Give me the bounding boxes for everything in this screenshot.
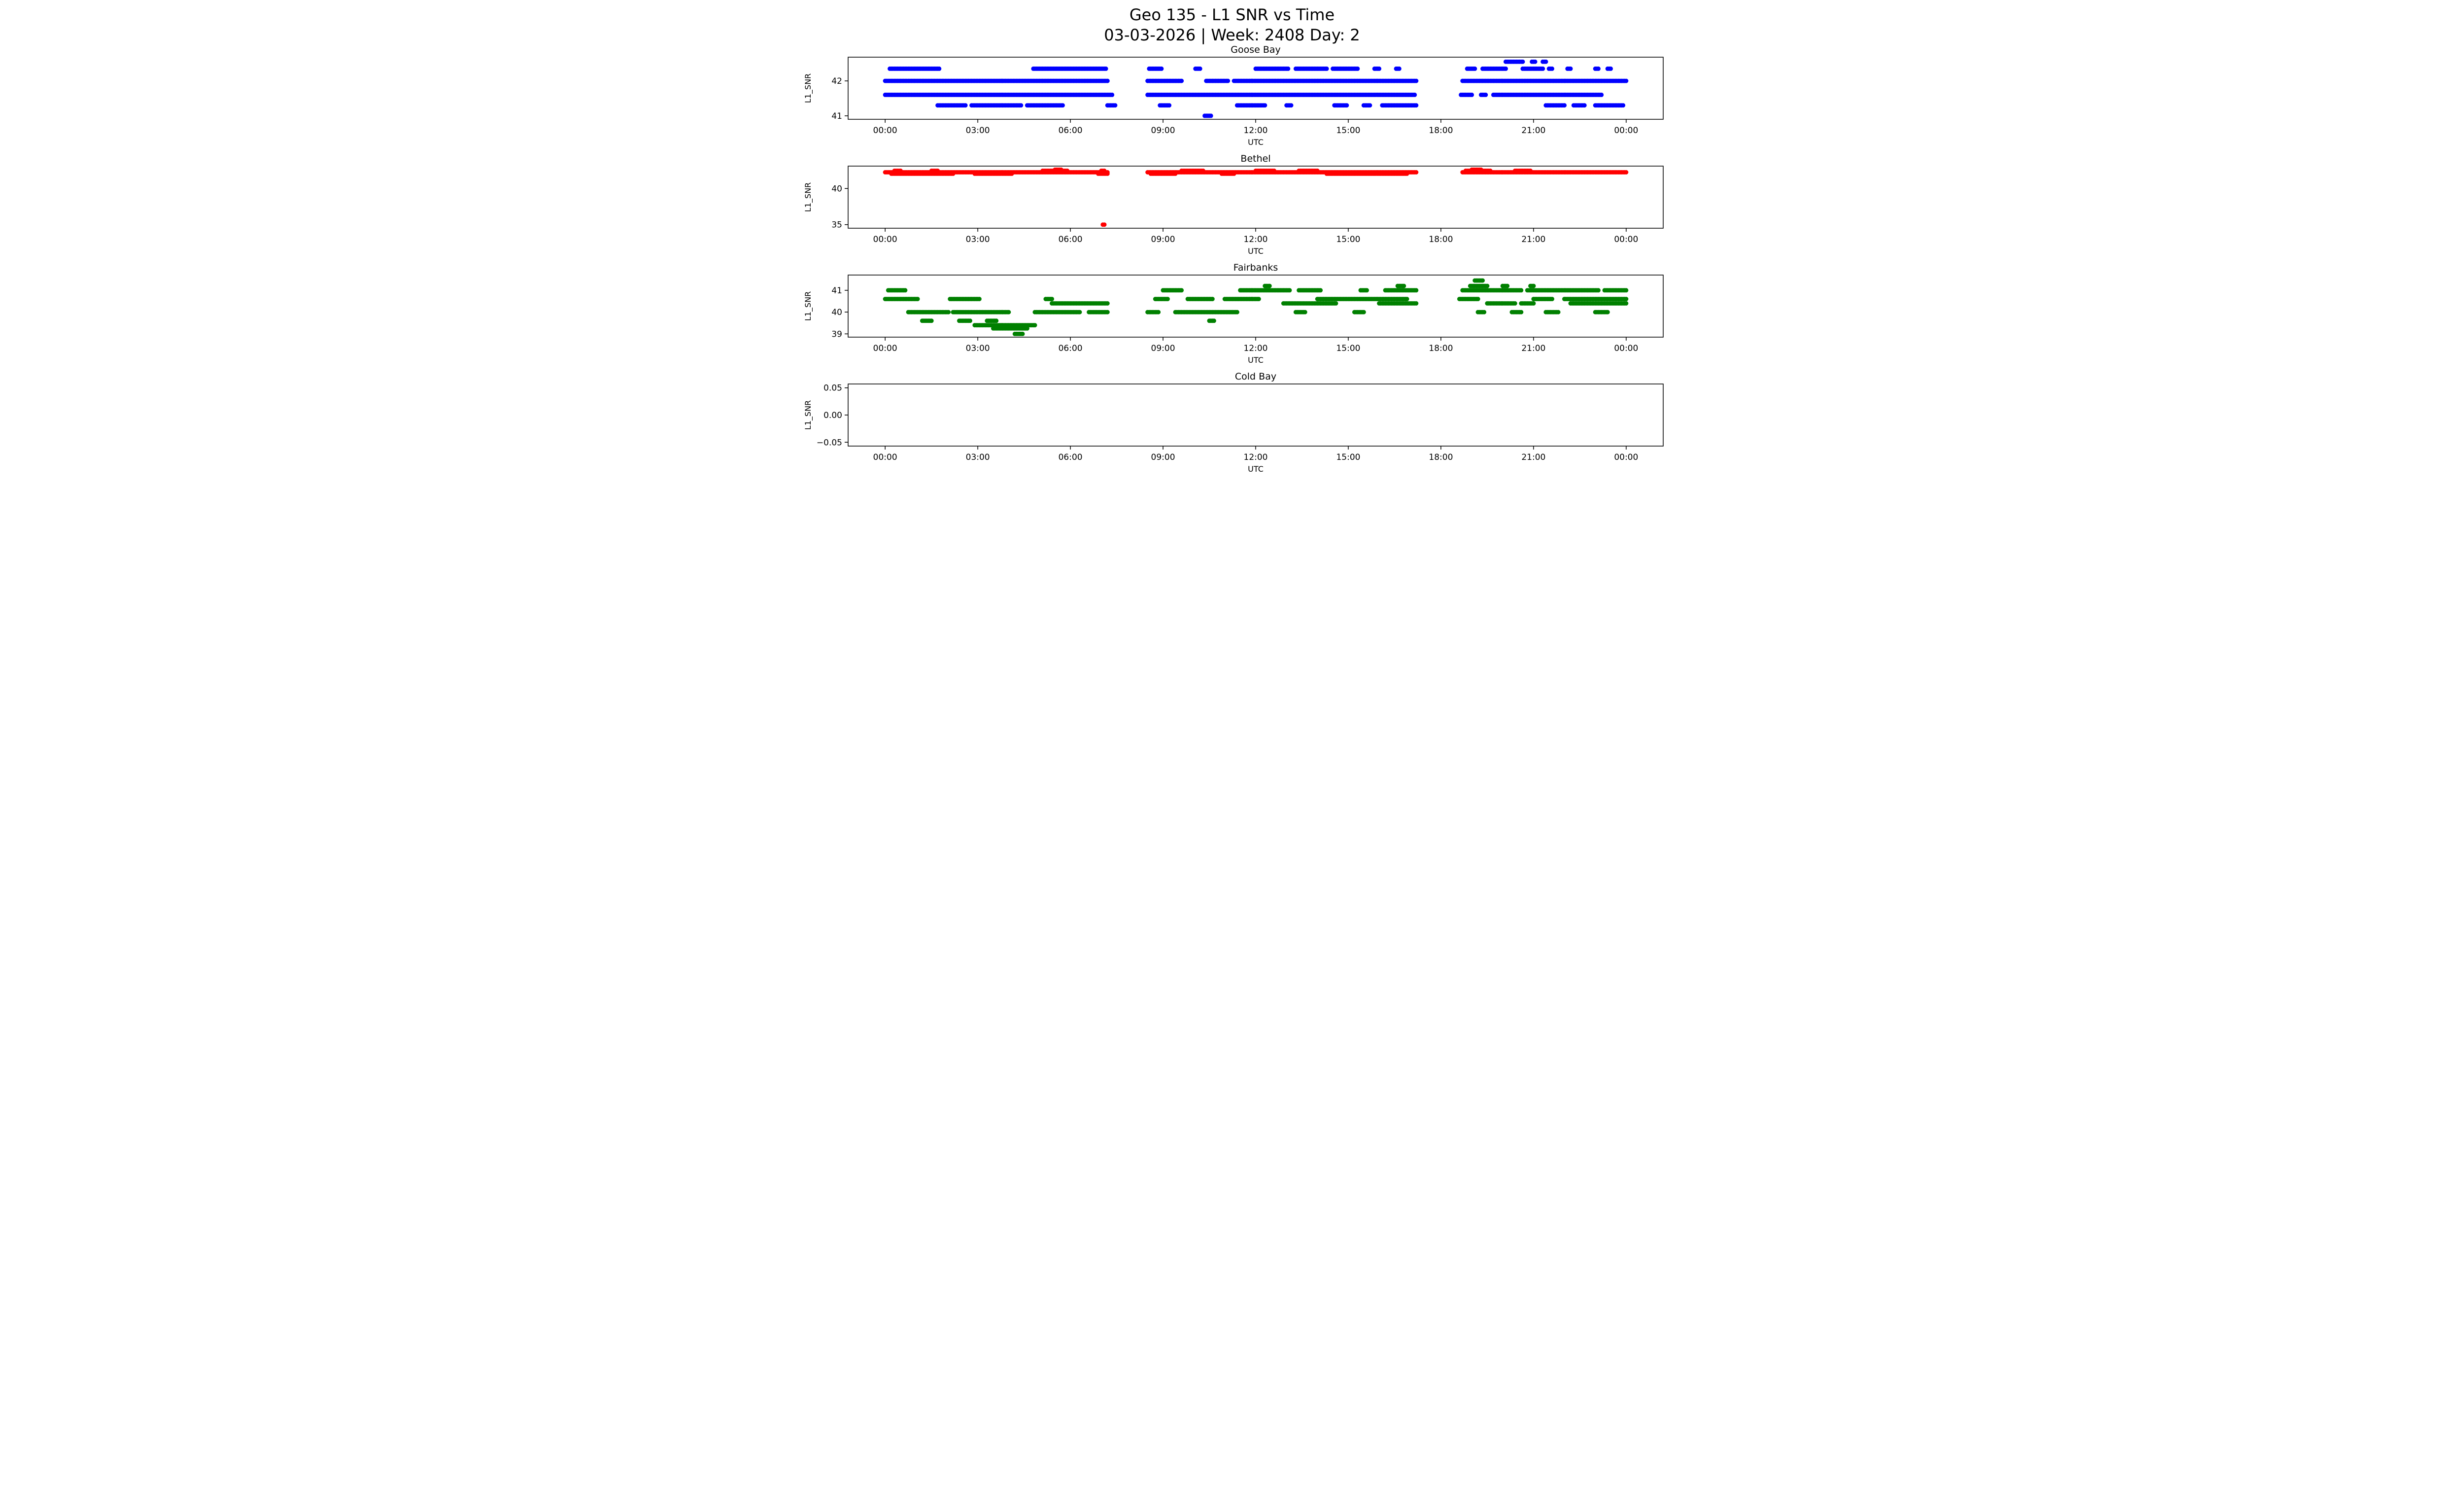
goose-bay-plot: Goose Bay 00:00 03:00 06:00 09:00 12:00 15:00 1… — [803, 45, 1664, 147]
x-tick-label: 00:00 — [1614, 452, 1638, 462]
x-tick-label: 06:00 — [1058, 235, 1082, 244]
y-tick-label: 40 — [831, 308, 842, 317]
x-tick-label: 00:00 — [1614, 235, 1638, 244]
y-tick-label: 41 — [831, 286, 842, 296]
fairbanks-scatter-points — [883, 278, 1628, 336]
subplot-fairbanks: Fairbanks 00:00 03:00 06:00 09:00 12:00 15:00 1… — [795, 263, 1670, 372]
figure-title: Geo 135 - L1 SNR vs Time 03-03-2026 | We… — [795, 5, 1670, 45]
figure: Geo 135 - L1 SNR vs Time 03-03-2026 | We… — [795, 0, 1670, 481]
y-axis-label: L1_SNR — [803, 182, 813, 212]
x-axis-label: UTC — [1248, 355, 1264, 365]
cold-bay-plot: Cold Bay 00:00 03:00 06:00 09:00 12:00 15:00 18… — [803, 372, 1664, 474]
figure-title-line2: 03-03-2026 | Week: 2408 Day: 2 — [1104, 25, 1360, 44]
x-tick-label: 09:00 — [1151, 452, 1175, 462]
subplots-container: Goose Bay 00:00 03:00 06:00 09:00 12:00 15:00 1… — [795, 45, 1670, 481]
x-tick-label: 12:00 — [1243, 126, 1267, 136]
x-tick-label: 00:00 — [873, 452, 897, 462]
x-tick-label: 18:00 — [1429, 235, 1453, 244]
y-tick-label: 42 — [831, 76, 842, 86]
figure-title-line1: Geo 135 - L1 SNR vs Time — [1129, 5, 1335, 24]
x-tick-label: 12:00 — [1243, 344, 1267, 353]
x-tick-label: 15:00 — [1336, 126, 1360, 136]
y-tick-label: 39 — [831, 329, 842, 339]
subplot-title: Cold Bay — [1234, 372, 1276, 382]
x-tick-label: 09:00 — [1151, 126, 1175, 136]
x-tick-label: 03:00 — [965, 126, 990, 136]
x-tick-label: 03:00 — [965, 452, 990, 462]
y-tick-label: 35 — [831, 220, 842, 230]
bethel-plot: Bethel 00:00 03:00 06:00 09:00 12:00 15:00 18:0… — [803, 154, 1664, 256]
y-tick-label: 40 — [831, 184, 842, 194]
y-axis-label: L1_SNR — [803, 400, 813, 430]
subplot-title: Goose Bay — [1231, 45, 1281, 55]
bethel-scatter-points — [883, 167, 1628, 227]
x-axis-label: UTC — [1248, 464, 1264, 474]
x-tick-label: 09:00 — [1151, 235, 1175, 244]
x-tick-label: 03:00 — [965, 344, 990, 353]
goose-bay-scatter-points — [883, 59, 1628, 118]
x-tick-label: 00:00 — [1614, 344, 1638, 353]
x-tick-label: 18:00 — [1429, 126, 1453, 136]
x-axis-label: UTC — [1248, 246, 1264, 256]
x-tick-label: 06:00 — [1058, 344, 1082, 353]
y-tick-label: 41 — [831, 111, 842, 121]
fairbanks-plot: Fairbanks 00:00 03:00 06:00 09:00 12:00 15:00 1… — [803, 263, 1664, 365]
subplot-title: Bethel — [1240, 154, 1270, 164]
x-tick-label: 06:00 — [1058, 126, 1082, 136]
subplot-bethel: Bethel 00:00 03:00 06:00 09:00 12:00 15:00 18:0… — [795, 154, 1670, 263]
subplot-goose-bay: Goose Bay 00:00 03:00 06:00 09:00 12:00 15:00 1… — [795, 45, 1670, 154]
x-tick-label: 21:00 — [1521, 126, 1545, 136]
y-tick-label: 0.05 — [823, 383, 842, 393]
x-tick-label: 12:00 — [1243, 452, 1267, 462]
x-tick-label: 21:00 — [1521, 235, 1545, 244]
x-tick-label: 12:00 — [1243, 235, 1267, 244]
y-tick-label: −0.05 — [816, 438, 842, 448]
x-tick-label: 15:00 — [1336, 452, 1360, 462]
x-tick-label: 00:00 — [873, 235, 897, 244]
x-tick-label: 09:00 — [1151, 344, 1175, 353]
subplot-cold-bay: Cold Bay 00:00 03:00 06:00 09:00 12:00 15:00 18… — [795, 372, 1670, 481]
y-tick-label: 0.00 — [823, 411, 842, 420]
x-tick-label: 00:00 — [873, 126, 897, 136]
x-axis-label: UTC — [1248, 138, 1264, 147]
y-axis-label: L1_SNR — [803, 73, 813, 103]
x-tick-label: 00:00 — [873, 344, 897, 353]
x-tick-label: 21:00 — [1521, 452, 1545, 462]
x-tick-label: 06:00 — [1058, 452, 1082, 462]
x-tick-label: 18:00 — [1429, 452, 1453, 462]
y-axis-label: L1_SNR — [803, 291, 813, 321]
x-tick-label: 21:00 — [1521, 344, 1545, 353]
x-tick-label: 18:00 — [1429, 344, 1453, 353]
x-tick-label: 15:00 — [1336, 235, 1360, 244]
subplot-title: Fairbanks — [1233, 263, 1278, 273]
x-tick-label: 15:00 — [1336, 344, 1360, 353]
x-tick-label: 03:00 — [965, 235, 990, 244]
x-tick-label: 00:00 — [1614, 126, 1638, 136]
